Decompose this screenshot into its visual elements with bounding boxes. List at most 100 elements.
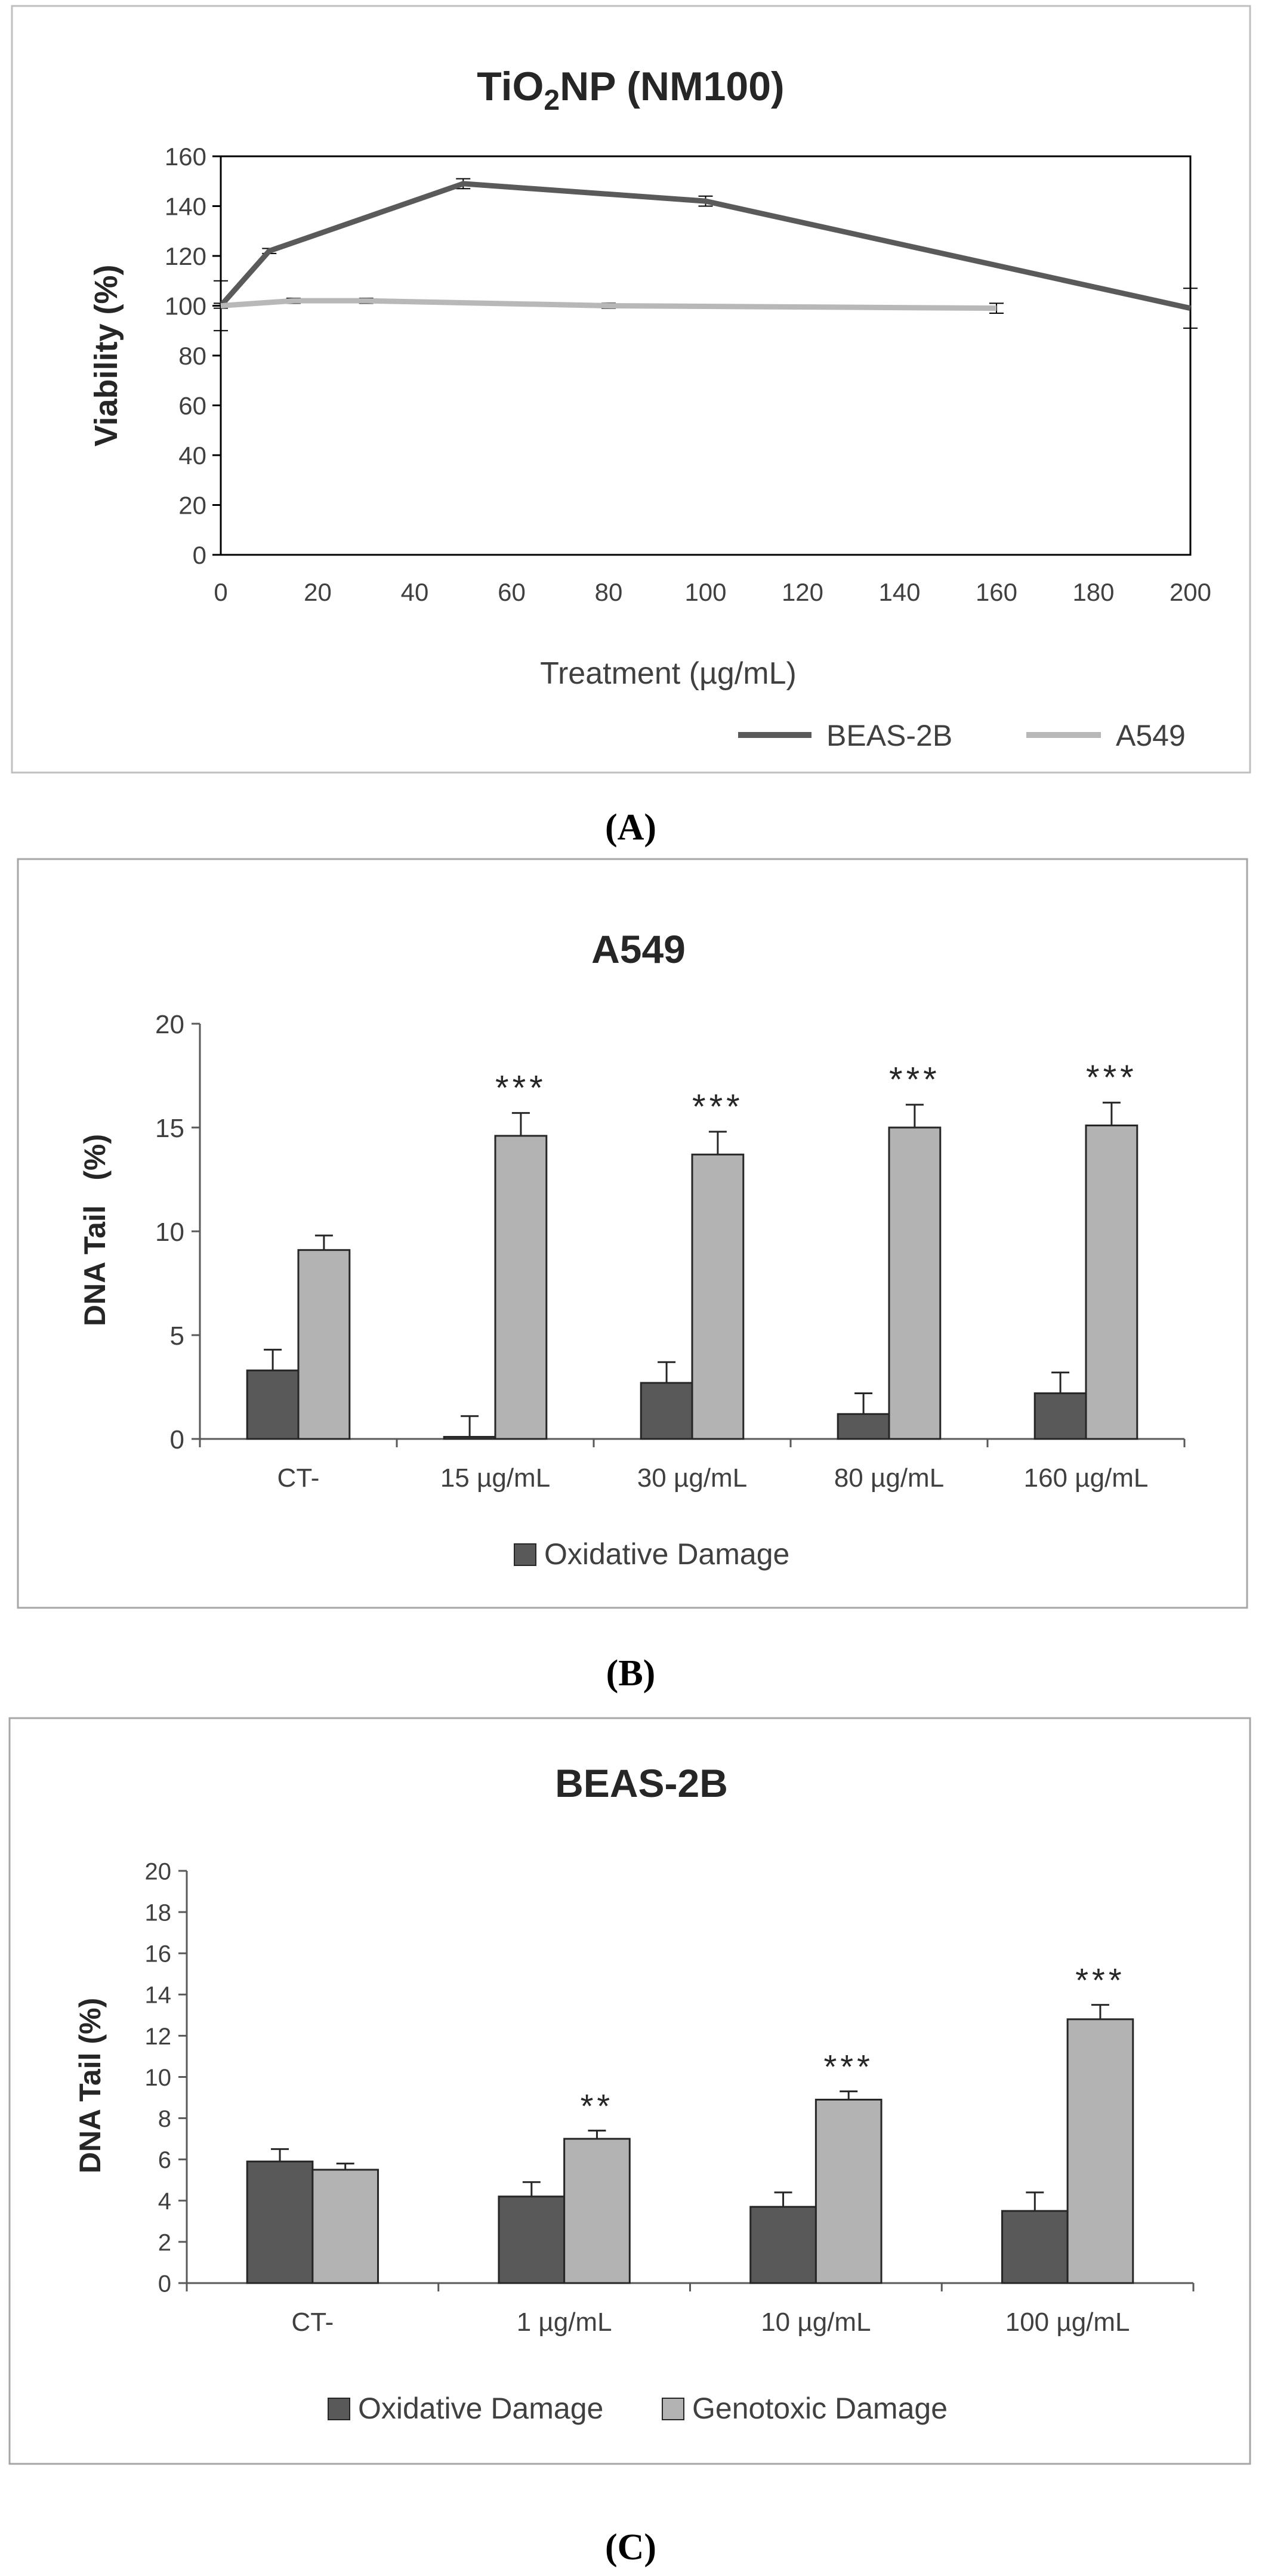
legend-oxidative-swatch <box>514 1543 536 1566</box>
panel-a: TiO2NP (NM100) Viability (%) Treatment (… <box>11 5 1251 774</box>
x-tick-label: 120 <box>782 578 823 606</box>
x-tick-label: 180 <box>1072 578 1114 606</box>
legend-a549-label: A549 <box>1116 719 1186 752</box>
y-tick-label: 14 <box>145 1982 172 2009</box>
bar-oxidative-damage <box>443 1436 496 1440</box>
legend-oxidative-label: Oxidative Damage <box>544 1537 789 1571</box>
y-tick-label: 140 <box>165 193 206 221</box>
y-tick-label: 15 <box>155 1114 184 1143</box>
panel-b-legend: Oxidative Damage <box>514 1537 789 1571</box>
y-tick-label: 10 <box>155 1218 184 1247</box>
x-tick-label: 200 <box>1170 578 1211 606</box>
y-tick-label: 40 <box>178 441 206 470</box>
panel-b-caption: (B) <box>606 1653 656 1694</box>
y-tick-label: 12 <box>145 2024 172 2050</box>
panel-a-caption: (A) <box>605 807 656 848</box>
x-category-label: 10 µg/mL <box>761 2308 871 2337</box>
bar-oxidative-damage <box>1001 2210 1069 2284</box>
series-line-a549 <box>220 298 997 311</box>
bar-genotoxic-damage <box>691 1153 745 1440</box>
x-tick-label: 140 <box>878 578 920 606</box>
x-category-label: 30 µg/mL <box>637 1463 747 1493</box>
legend-genotoxic-label: Genotoxic Damage <box>692 2392 948 2425</box>
bar-genotoxic-damage <box>563 2138 631 2284</box>
x-tick-label: 100 <box>684 578 726 606</box>
significance-label: *** <box>495 1069 547 1108</box>
legend-oxidative-swatch <box>328 2398 350 2420</box>
legend-genotoxic-swatch <box>662 2398 684 2420</box>
y-tick-label: 20 <box>145 1858 172 1885</box>
panel-c-frame <box>8 1717 1251 2465</box>
bar-oxidative-damage <box>246 2160 314 2284</box>
y-tick-label: 0 <box>158 2271 171 2297</box>
bar-oxidative-damage <box>246 1369 300 1440</box>
bar-genotoxic-damage <box>311 2169 379 2284</box>
y-tick-label: 100 <box>165 292 206 320</box>
bar-genotoxic-damage <box>888 1126 942 1440</box>
significance-label: ** <box>581 2087 614 2124</box>
x-category-label: 100 µg/mL <box>1005 2308 1130 2337</box>
bar-oxidative-damage <box>837 1413 890 1440</box>
panel-b-title: A549 <box>591 927 686 971</box>
significance-label: *** <box>889 1061 940 1099</box>
bar-oxidative-damage <box>498 2195 566 2284</box>
panel-c-y-axis-label: DNA Tail (%) <box>73 1998 107 2173</box>
y-tick-label: 18 <box>145 1900 172 1926</box>
bar-genotoxic-damage <box>1085 1125 1138 1440</box>
y-tick-label: 80 <box>178 342 206 370</box>
bar-genotoxic-damage <box>814 2099 883 2284</box>
x-tick-label: 0 <box>214 578 227 606</box>
panel-c: BEAS-2B DNA Tail (%) 0 2 4 6 8 10 12 14 16 18 20 CT… <box>8 1717 1251 2465</box>
legend-oxidative-label: Oxidative Damage <box>358 2392 603 2425</box>
bar-genotoxic-damage <box>297 1249 351 1440</box>
x-category-label: CT- <box>291 2308 334 2337</box>
y-tick-label: 4 <box>158 2188 171 2214</box>
significance-label: *** <box>692 1088 743 1126</box>
y-tick-label: 16 <box>145 1941 172 1967</box>
y-tick-label: 8 <box>158 2106 171 2132</box>
y-tick-label: 6 <box>158 2147 171 2173</box>
y-tick-label: 60 <box>178 392 206 420</box>
x-category-label: 160 µg/mL <box>1024 1463 1149 1493</box>
panel-b-frame <box>17 858 1248 1609</box>
panel-a-title: TiO2NP (NM100) <box>477 64 784 116</box>
x-tick-label: 60 <box>498 578 526 606</box>
y-tick-label: 5 <box>170 1321 184 1351</box>
y-tick-label: 0 <box>170 1425 184 1454</box>
x-category-label: 1 µg/mL <box>517 2308 612 2337</box>
x-tick-label: 80 <box>595 578 623 606</box>
x-category-label: 80 µg/mL <box>834 1463 944 1493</box>
panel-b-y-axis-label: DNA Tail (%) <box>78 1134 112 1326</box>
y-tick-label: 10 <box>145 2065 172 2091</box>
y-tick-label: 2 <box>158 2229 171 2256</box>
bar-oxidative-damage <box>640 1382 693 1440</box>
bar-genotoxic-damage <box>494 1135 548 1440</box>
x-category-label: 15 µg/mL <box>440 1463 550 1493</box>
y-tick-label: 120 <box>165 242 206 270</box>
significance-label: *** <box>1075 1962 1125 1999</box>
bar-oxidative-damage <box>1033 1392 1087 1440</box>
y-tick-label: 0 <box>193 541 206 569</box>
y-tick-label: 20 <box>178 492 206 520</box>
panel-a-frame <box>11 5 1251 774</box>
series-line-beas2b <box>218 181 1191 311</box>
y-tick-label: 20 <box>155 1010 184 1039</box>
bar-oxidative-damage <box>749 2206 817 2284</box>
panel-b: A549 DNA Tail (%) 0 5 10 15 20 CT- 15 µg/mL 30 … <box>17 858 1248 1609</box>
panel-a-legend: BEAS-2B A549 <box>738 719 1186 752</box>
significance-label: *** <box>1086 1058 1137 1097</box>
x-tick-label: 160 <box>976 578 1017 606</box>
x-tick-label: 40 <box>401 578 429 606</box>
significance-label: *** <box>824 2048 874 2086</box>
panel-a-x-axis-label: Treatment (µg/mL) <box>540 656 797 691</box>
y-tick-label: 160 <box>165 143 206 171</box>
panel-c-caption: (C) <box>605 2527 656 2568</box>
legend-beas2b-label: BEAS-2B <box>826 719 952 752</box>
x-tick-label: 20 <box>304 578 332 606</box>
bar-genotoxic-damage <box>1066 2018 1134 2284</box>
panel-a-y-axis-label: Viability (%) <box>88 264 124 446</box>
panel-c-legend: Oxidative Damage Genotoxic Damage <box>328 2392 948 2425</box>
panel-c-title: BEAS-2B <box>555 1761 728 1805</box>
x-category-label: CT- <box>277 1463 320 1493</box>
